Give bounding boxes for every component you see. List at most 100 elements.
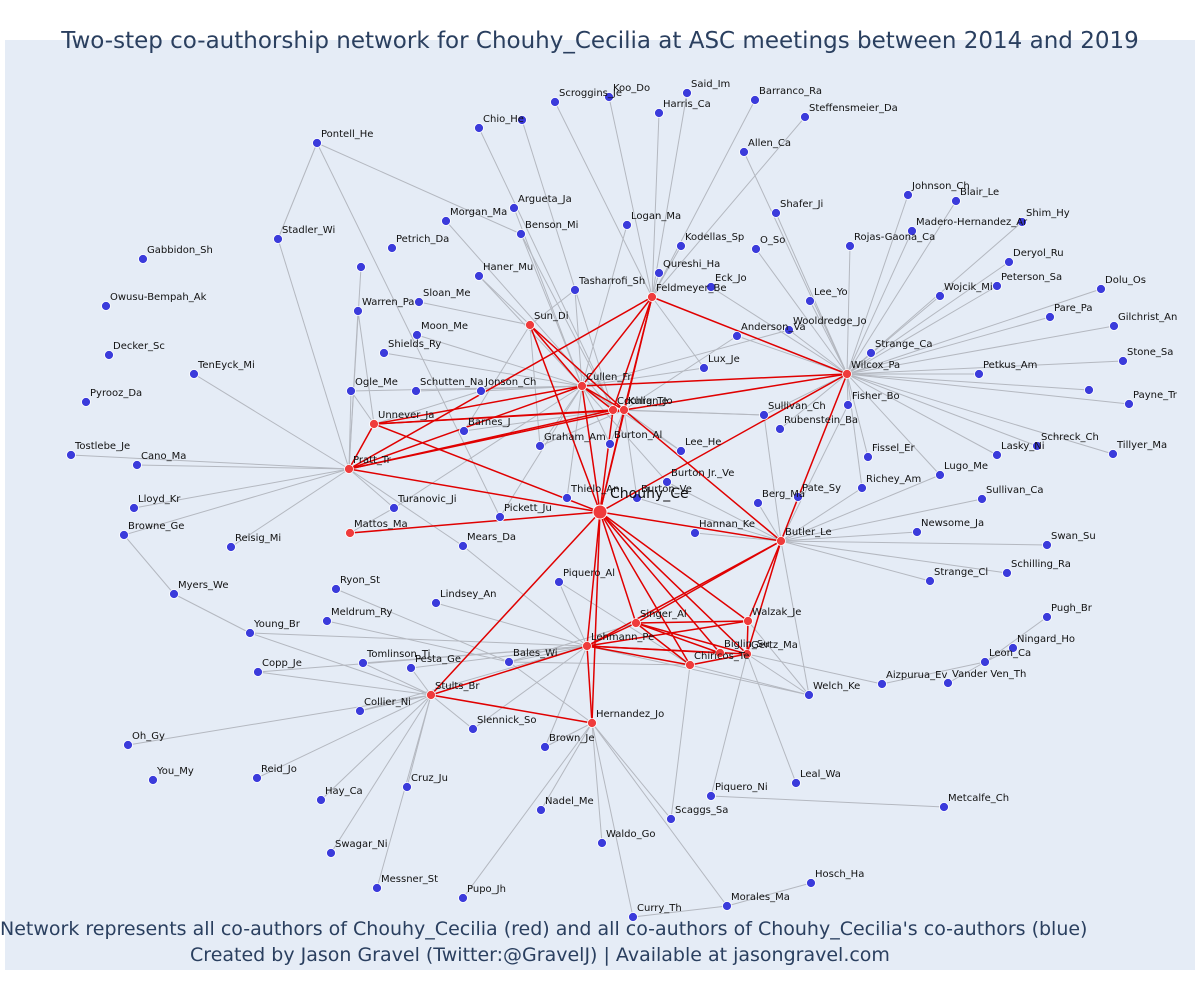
node-second-step[interactable] xyxy=(273,234,283,244)
node-second-step[interactable] xyxy=(682,88,692,98)
node-second-step[interactable] xyxy=(459,426,469,436)
node-second-step[interactable] xyxy=(628,912,638,922)
node-second-step[interactable] xyxy=(562,493,572,503)
node-coauthor[interactable] xyxy=(743,616,753,626)
node-second-step[interactable] xyxy=(535,441,545,451)
node-coauthor[interactable] xyxy=(345,528,355,538)
node-second-step[interactable] xyxy=(666,814,676,824)
node-second-step[interactable] xyxy=(604,92,614,102)
node-second-step[interactable] xyxy=(1042,612,1052,622)
node-coauthor[interactable] xyxy=(582,641,592,651)
node-second-step[interactable] xyxy=(138,254,148,264)
node-coauthor[interactable] xyxy=(776,536,786,546)
node-coauthor[interactable] xyxy=(619,405,629,415)
node-second-step[interactable] xyxy=(706,791,716,801)
node-second-step[interactable] xyxy=(1032,441,1042,451)
node-second-step[interactable] xyxy=(411,386,421,396)
node-second-step[interactable] xyxy=(252,773,262,783)
node-second-step[interactable] xyxy=(476,386,486,396)
node-second-step[interactable] xyxy=(992,450,1002,460)
node-second-step[interactable] xyxy=(458,893,468,903)
node-coauthor[interactable] xyxy=(369,419,379,429)
node-second-step[interactable] xyxy=(312,138,322,148)
node-second-step[interactable] xyxy=(912,527,922,537)
node-second-step[interactable] xyxy=(101,301,111,311)
node-second-step[interactable] xyxy=(119,530,129,540)
node-second-step[interactable] xyxy=(800,112,810,122)
node-second-step[interactable] xyxy=(935,470,945,480)
node-second-step[interactable] xyxy=(474,271,484,281)
node-second-step[interactable] xyxy=(358,658,368,668)
node-second-step[interactable] xyxy=(570,285,580,295)
node-second-step[interactable] xyxy=(540,742,550,752)
node-second-step[interactable] xyxy=(474,123,484,133)
node-second-step[interactable] xyxy=(402,782,412,792)
node-second-step[interactable] xyxy=(857,483,867,493)
node-second-step[interactable] xyxy=(123,740,133,750)
node-second-step[interactable] xyxy=(751,244,761,254)
node-second-step[interactable] xyxy=(441,216,451,226)
node-second-step[interactable] xyxy=(353,306,363,316)
node-second-step[interactable] xyxy=(316,795,326,805)
node-second-step[interactable] xyxy=(458,541,468,551)
node-second-step[interactable] xyxy=(806,878,816,888)
node-second-step[interactable] xyxy=(414,297,424,307)
node-second-step[interactable] xyxy=(346,386,356,396)
node-second-step[interactable] xyxy=(805,296,815,306)
node-second-step[interactable] xyxy=(129,503,139,513)
node-second-step[interactable] xyxy=(253,667,263,677)
node-second-step[interactable] xyxy=(322,616,332,626)
node-second-step[interactable] xyxy=(907,226,917,236)
node-second-step[interactable] xyxy=(706,282,716,292)
node-second-step[interactable] xyxy=(759,410,769,420)
node-second-step[interactable] xyxy=(412,330,422,340)
node-second-step[interactable] xyxy=(943,678,953,688)
node-second-step[interactable] xyxy=(169,589,179,599)
node-coauthor[interactable] xyxy=(525,320,535,330)
node-coauthor[interactable] xyxy=(685,660,695,670)
node-center[interactable] xyxy=(592,504,608,520)
node-coauthor[interactable] xyxy=(426,690,436,700)
node-second-step[interactable] xyxy=(951,196,961,206)
node-second-step[interactable] xyxy=(843,400,853,410)
node-second-step[interactable] xyxy=(977,494,987,504)
node-second-step[interactable] xyxy=(690,528,700,538)
node-second-step[interactable] xyxy=(597,838,607,848)
node-coauthor[interactable] xyxy=(647,292,657,302)
node-second-step[interactable] xyxy=(468,724,478,734)
node-second-step[interactable] xyxy=(379,348,389,358)
node-second-step[interactable] xyxy=(1084,385,1094,395)
node-second-step[interactable] xyxy=(148,775,158,785)
node-second-step[interactable] xyxy=(1109,321,1119,331)
node-coauthor[interactable] xyxy=(344,464,354,474)
node-second-step[interactable] xyxy=(863,452,873,462)
node-second-step[interactable] xyxy=(605,439,615,449)
node-second-step[interactable] xyxy=(554,577,564,587)
node-second-step[interactable] xyxy=(1002,568,1012,578)
node-coauthor[interactable] xyxy=(631,618,641,628)
node-second-step[interactable] xyxy=(1108,449,1118,459)
node-second-step[interactable] xyxy=(1017,217,1027,227)
node-second-step[interactable] xyxy=(355,706,365,716)
node-second-step[interactable] xyxy=(925,576,935,586)
node-second-step[interactable] xyxy=(1124,399,1134,409)
node-second-step[interactable] xyxy=(104,350,114,360)
node-second-step[interactable] xyxy=(245,628,255,638)
node-coauthor[interactable] xyxy=(587,718,597,728)
node-coauthor[interactable] xyxy=(577,381,587,391)
node-second-step[interactable] xyxy=(992,281,1002,291)
node-second-step[interactable] xyxy=(226,542,236,552)
node-second-step[interactable] xyxy=(939,802,949,812)
node-coauthor[interactable] xyxy=(608,405,618,415)
node-second-step[interactable] xyxy=(326,848,336,858)
node-second-step[interactable] xyxy=(81,397,91,407)
node-second-step[interactable] xyxy=(845,241,855,251)
node-second-step[interactable] xyxy=(775,424,785,434)
node-second-step[interactable] xyxy=(974,369,984,379)
node-second-step[interactable] xyxy=(1004,257,1014,267)
node-second-step[interactable] xyxy=(804,690,814,700)
node-second-step[interactable] xyxy=(632,493,642,503)
node-second-step[interactable] xyxy=(356,262,366,272)
node-second-step[interactable] xyxy=(676,241,686,251)
node-second-step[interactable] xyxy=(980,657,990,667)
